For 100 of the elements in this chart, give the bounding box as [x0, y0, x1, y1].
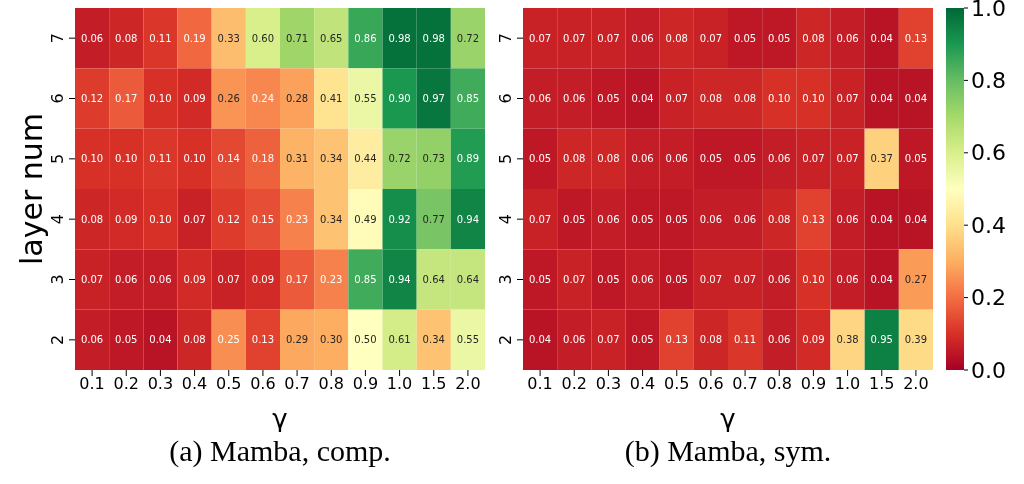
x-tick-label: 0.9 [352, 374, 379, 394]
data-label: 0.64 [456, 274, 480, 285]
data-label: 0.26 [217, 93, 240, 104]
data-label: 0.06 [80, 334, 104, 346]
data-label: 0.07 [183, 213, 206, 225]
data-label: 0.27 [904, 274, 928, 285]
data-label: 0.14 [217, 153, 240, 165]
text: (a) Mamba, comp. [168, 434, 392, 468]
x-tick-label: 0.4 [181, 374, 208, 394]
data-label: 0.11 [733, 334, 757, 346]
color-bar-label: 0.0 [971, 357, 1006, 383]
data-label: 0.06 [115, 274, 138, 285]
data-label: 0.07 [699, 274, 723, 285]
data-label: 0.08 [768, 213, 791, 225]
data-label: 0.05 [597, 274, 620, 285]
data-label: 0.06 [768, 153, 791, 165]
y-axis-title: layer num [13, 112, 49, 266]
data-label: 0.04 [904, 93, 928, 104]
data-label: 0.07 [528, 32, 552, 44]
data-label: 0.07 [528, 213, 552, 225]
data-label: 0.08 [80, 213, 104, 225]
data-label: 0.72 [388, 153, 411, 165]
data-label: 0.06 [665, 153, 688, 165]
data-label: 0.23 [285, 213, 309, 225]
data-label: 0.94 [456, 213, 480, 225]
data-label: 0.08 [665, 32, 688, 44]
data-label: 0.07 [665, 93, 688, 104]
data-label: 0.13 [802, 213, 825, 225]
data-label: 0.07 [80, 274, 104, 285]
data-label: 0.19 [183, 32, 206, 44]
y-tick-label: 4 [48, 214, 67, 225]
data-label: 0.28 [285, 93, 309, 104]
data-label: 0.04 [870, 32, 893, 44]
x-tick-label: 2.0 [455, 374, 481, 394]
data-label: 0.06 [768, 334, 791, 346]
data-label: 0.07 [597, 32, 620, 44]
x-tick-label: 0.7 [284, 374, 310, 394]
x-tick-label: 0.6 [250, 374, 276, 394]
data-label: 0.06 [528, 93, 552, 104]
x-tick-label: 0.1 [79, 374, 105, 394]
data-label: 0.49 [354, 213, 377, 225]
data-label: 0.34 [320, 213, 343, 225]
data-label: 0.10 [802, 274, 825, 285]
data-label: 0.06 [149, 274, 172, 285]
data-label: 0.24 [251, 93, 275, 104]
data-label: 0.11 [149, 32, 172, 44]
y-tick-label: 2 [496, 334, 515, 345]
data-label: 0.04 [904, 213, 928, 225]
data-label: 0.06 [597, 213, 620, 225]
data-label: 0.08 [699, 93, 723, 104]
data-label: 0.10 [115, 153, 138, 165]
color-bar-label: 0.4 [971, 212, 1006, 238]
data-label: 0.13 [904, 32, 928, 44]
data-label: 0.25 [217, 334, 240, 346]
data-label: 0.07 [597, 334, 620, 346]
data-label: 0.06 [699, 213, 723, 225]
data-label: 0.08 [183, 334, 206, 346]
data-label: 0.08 [563, 153, 586, 165]
data-label: 0.06 [563, 334, 586, 346]
data-label: 0.06 [631, 153, 654, 165]
data-label: 0.71 [285, 32, 309, 44]
data-label: 0.09 [183, 93, 206, 104]
data-label: 0.04 [631, 93, 654, 104]
data-label: 0.05 [528, 274, 552, 285]
data-label: 0.09 [251, 274, 275, 285]
data-label: 0.10 [80, 153, 104, 165]
data-label: 0.05 [528, 153, 552, 165]
y-tick-label: 3 [496, 274, 515, 285]
data-label: 0.29 [285, 334, 309, 346]
data-label: 0.05 [665, 213, 688, 225]
data-label: 0.17 [115, 93, 138, 104]
data-label: 0.06 [836, 274, 859, 285]
data-label: 0.31 [285, 153, 309, 165]
data-label: 0.50 [354, 334, 377, 346]
data-label: 0.08 [699, 334, 723, 346]
data-label: 0.09 [183, 274, 206, 285]
x-tick-label: 0.4 [629, 374, 656, 394]
x-tick-label: 0.3 [147, 374, 174, 394]
data-label: 0.38 [836, 334, 859, 346]
data-label: 0.07 [836, 153, 859, 165]
data-label: 0.10 [149, 93, 172, 104]
x-tick-label: 0.8 [318, 374, 344, 394]
data-label: 0.05 [904, 153, 928, 165]
x-tick-label: 1.5 [869, 374, 895, 394]
x-tick-label: 0.3 [595, 374, 622, 394]
data-label: 0.97 [422, 93, 445, 104]
y-tick-label: 3 [48, 274, 67, 285]
data-label: 0.04 [870, 93, 893, 104]
data-label: 0.73 [422, 153, 445, 165]
data-label: 0.95 [870, 334, 893, 346]
data-label: 0.05 [768, 32, 791, 44]
data-label: 0.05 [597, 93, 620, 104]
data-label: 0.86 [354, 32, 377, 44]
x-tick-label: 0.9 [800, 374, 827, 394]
data-label: 0.44 [354, 153, 377, 165]
data-label: 0.04 [870, 213, 893, 225]
data-label: 0.23 [320, 274, 343, 285]
data-label: 0.39 [904, 334, 928, 346]
data-label: 0.06 [733, 213, 757, 225]
y-tick-label: 7 [496, 33, 515, 44]
